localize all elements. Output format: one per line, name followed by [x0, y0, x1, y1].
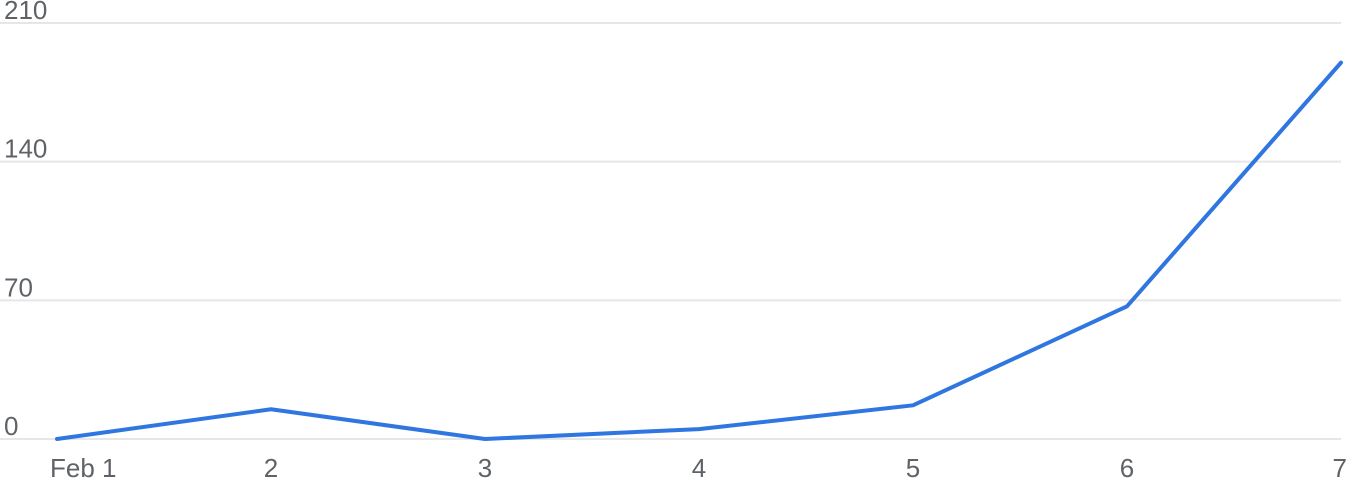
y-tick-label: 70	[4, 272, 33, 302]
series-layer	[55, 60, 1343, 441]
y-tick-label: 140	[4, 134, 47, 164]
gridlines	[0, 22, 1341, 440]
x-tick-label: 5	[906, 453, 920, 483]
x-tick-label: 4	[692, 453, 706, 483]
x-tick-label: 7	[1333, 453, 1347, 483]
x-axis-tick-labels: Feb 1 2 3 4 5 6 7	[50, 453, 1347, 483]
y-tick-label: 0	[4, 411, 18, 441]
x-tick-label: 2	[264, 453, 278, 483]
y-axis-tick-labels: 0 70 140 210	[4, 0, 47, 441]
x-tick-label: Feb 1	[50, 453, 117, 483]
x-tick-label: 6	[1120, 453, 1134, 483]
y-tick-label: 210	[4, 0, 47, 25]
x-tick-label: 3	[478, 453, 492, 483]
series-line-0	[55, 60, 1343, 441]
